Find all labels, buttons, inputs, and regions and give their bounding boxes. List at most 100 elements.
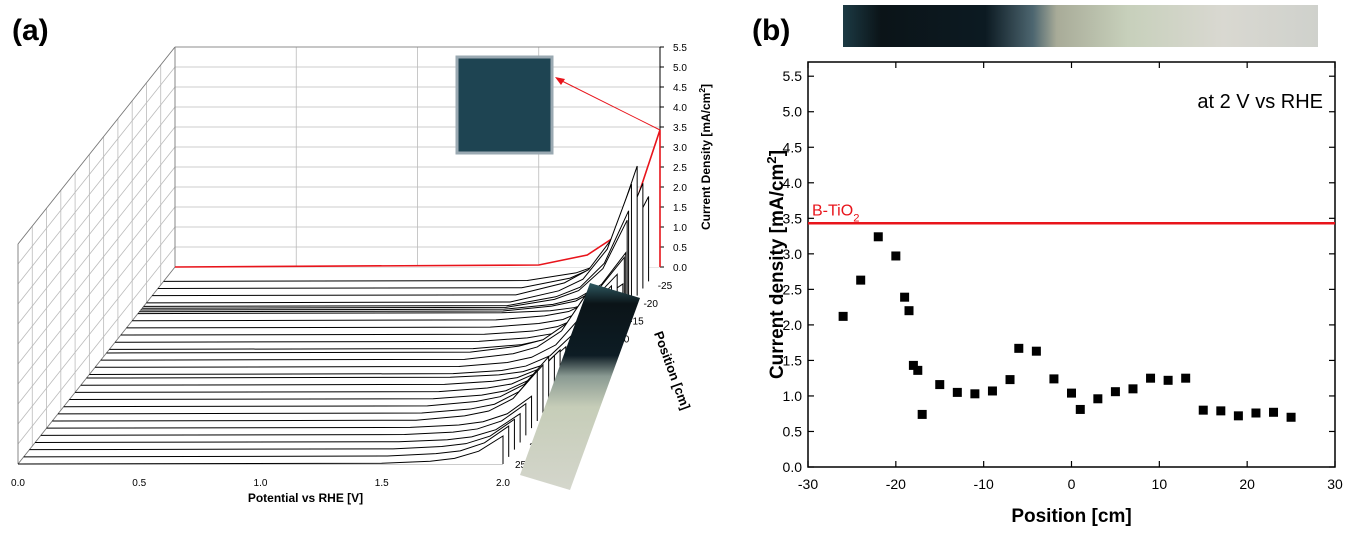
axis-line bbox=[18, 267, 175, 464]
point bbox=[1216, 406, 1225, 415]
point bbox=[1181, 374, 1190, 383]
panel-b: 0.00.51.01.52.02.53.03.54.04.55.05.5-30-… bbox=[764, 62, 1343, 527]
z-tick-label: 2.0 bbox=[673, 183, 687, 194]
z-tick-label: 4.0 bbox=[673, 103, 687, 114]
point bbox=[839, 312, 848, 321]
z-tick-label: 2.5 bbox=[673, 163, 687, 174]
z-tick-label: 0.0 bbox=[673, 263, 687, 274]
grid-line bbox=[18, 67, 175, 264]
y-axis-label-part: 2 bbox=[764, 156, 779, 163]
y-tick-label: 0.0 bbox=[783, 459, 803, 475]
x-tick-label: 0.5 bbox=[132, 478, 146, 489]
x-tick-label: 1.5 bbox=[375, 478, 389, 489]
z-tick-label: 4.5 bbox=[673, 83, 687, 94]
panel-label: (a) bbox=[12, 14, 49, 47]
grid-line bbox=[18, 87, 175, 284]
z-axis-label-part: ] bbox=[699, 84, 713, 88]
grid-line bbox=[18, 187, 175, 384]
reference-label: B-TiO2 bbox=[812, 202, 859, 224]
point bbox=[900, 293, 909, 302]
y-axis-label-part: Current density [mA/cm bbox=[767, 164, 788, 379]
point bbox=[1032, 347, 1041, 356]
y-tick-label: 1.0 bbox=[783, 388, 803, 404]
reference-label-part: B-TiO bbox=[812, 202, 853, 219]
reference-label-part: 2 bbox=[853, 212, 859, 224]
point bbox=[1234, 411, 1243, 420]
point bbox=[970, 389, 979, 398]
y-tick-label: 5.5 bbox=[783, 68, 803, 84]
point bbox=[913, 366, 922, 375]
x-tick-label: 0 bbox=[1068, 476, 1076, 492]
inset-photo bbox=[457, 57, 552, 153]
z-tick-label: 3.5 bbox=[673, 123, 687, 134]
z-tick-label: 5.0 bbox=[673, 63, 687, 74]
grid-line bbox=[18, 147, 175, 344]
point bbox=[1128, 384, 1137, 393]
z-tick-label: 1.5 bbox=[673, 203, 687, 214]
curve bbox=[89, 333, 574, 375]
point bbox=[856, 276, 865, 285]
arrow bbox=[560, 80, 660, 130]
y-tick-label: 0.5 bbox=[783, 423, 803, 439]
x-tick-label: 10 bbox=[1152, 476, 1168, 492]
x-axis-label: Position [cm] bbox=[1011, 506, 1131, 527]
point bbox=[935, 380, 944, 389]
curve-fill bbox=[89, 333, 574, 375]
y-axis-label: Current density [mA/cm2] bbox=[764, 150, 789, 379]
point bbox=[891, 251, 900, 260]
x-axis-label: Potential vs RHE [V] bbox=[248, 491, 363, 505]
x-tick-label: -30 bbox=[798, 476, 818, 492]
x-tick-label: 20 bbox=[1239, 476, 1255, 492]
curve bbox=[158, 183, 643, 288]
p-tick-label: -25 bbox=[658, 281, 673, 292]
point bbox=[1111, 387, 1120, 396]
x-tick-label: -20 bbox=[886, 476, 906, 492]
curve-fill bbox=[158, 183, 643, 288]
arrow-head bbox=[555, 77, 565, 85]
x-tick-label: 0.0 bbox=[11, 478, 25, 489]
z-tick-label: 3.0 bbox=[673, 143, 687, 154]
point bbox=[1006, 375, 1015, 384]
p-axis-label: Position [cm] bbox=[651, 329, 693, 412]
x-tick-label: 1.0 bbox=[254, 478, 268, 489]
sample-photo bbox=[843, 5, 1318, 47]
y-axis-label-part: ] bbox=[767, 150, 788, 156]
x-tick-label: 2.0 bbox=[496, 478, 510, 489]
z-axis-label: Current Density [mA/cm2] bbox=[697, 84, 713, 230]
grid-line bbox=[18, 127, 175, 324]
point bbox=[1287, 413, 1296, 422]
point bbox=[1199, 406, 1208, 415]
axis-line bbox=[18, 47, 175, 244]
z-tick-label: 5.5 bbox=[673, 43, 687, 54]
point bbox=[1269, 408, 1278, 417]
point bbox=[874, 232, 883, 241]
point bbox=[1076, 405, 1085, 414]
x-tick-label: 30 bbox=[1327, 476, 1343, 492]
plot-frame bbox=[808, 62, 1335, 467]
z-axis-label-part: Current Density [mA/cm bbox=[699, 93, 713, 230]
point bbox=[1014, 344, 1023, 353]
grid-line bbox=[18, 107, 175, 304]
point bbox=[953, 388, 962, 397]
panel-label: (b) bbox=[752, 14, 790, 47]
p-tick-label: -20 bbox=[643, 299, 658, 310]
grid-line bbox=[18, 227, 175, 424]
z-tick-label: 0.5 bbox=[673, 243, 687, 254]
point bbox=[905, 306, 914, 315]
annotation: at 2 V vs RHE bbox=[1197, 91, 1323, 113]
point bbox=[1146, 374, 1155, 383]
grid-line bbox=[18, 167, 175, 364]
panel-a: 0.0 0.5 1.0 1.5 2.0 2.5 3.0 3.5 4.0 4.5 5.0 5.5 0.0 0… bbox=[11, 43, 713, 505]
point bbox=[1251, 409, 1260, 418]
curve bbox=[164, 197, 649, 282]
point bbox=[1067, 389, 1076, 398]
point bbox=[988, 386, 997, 395]
point bbox=[1049, 374, 1058, 383]
point bbox=[918, 410, 927, 419]
point bbox=[1093, 394, 1102, 403]
point bbox=[1164, 376, 1173, 385]
curve-fill bbox=[164, 197, 649, 282]
grid-line bbox=[18, 247, 175, 444]
y-tick-label: 5.0 bbox=[783, 104, 803, 120]
